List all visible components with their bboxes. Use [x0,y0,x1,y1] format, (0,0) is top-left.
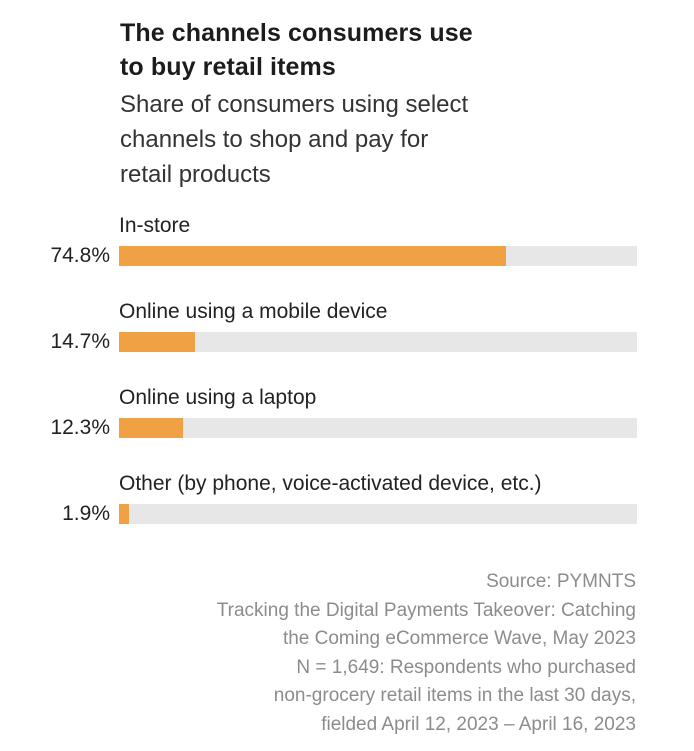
source-line: Tracking the Digital Payments Takeover: … [216,599,636,621]
bar-row: Other (by phone, voice-activated device,… [0,471,694,525]
source-line: non-grocery retail items in the last 30 … [273,685,636,707]
bar-fill [119,246,507,266]
bar-line: 14.7% [0,331,694,353]
source-line: the Coming eCommerce Wave, May 2023 [282,628,636,650]
bar-row: Online using a mobile device 14.7% [0,299,694,353]
bar-row: In-store 74.8% [0,213,694,267]
value-label: 14.7% [50,330,110,353]
bar-line: 74.8% [0,245,694,267]
chart-subtitle-line: channels to shop and pay for [120,126,429,153]
category-label: Online using a mobile device [119,300,388,323]
chart-header: The channels consumers use to buy retail… [0,0,694,192]
chart-subtitle-line: Share of consumers using select [120,91,469,118]
bar-track [119,246,637,266]
category-label: Online using a laptop [119,386,317,409]
bar-row: Online using a laptop 12.3% [0,385,694,439]
chart-subtitle: Share of consumers using select channels… [120,87,664,192]
bar-fill [119,332,196,352]
bar-track [119,504,637,524]
bar-track [119,332,637,352]
chart-subtitle-line: retail products [120,161,271,188]
chart-title-line: to buy retail items [120,53,336,81]
value-label: 74.8% [50,244,110,267]
bar-line: 1.9% [0,503,694,525]
bar-chart: In-store 74.8% Online using a mobile dev… [0,213,694,525]
value-label: 1.9% [62,502,110,525]
value-label: 12.3% [50,416,110,439]
chart-title-line: The channels consumers use [120,19,473,47]
bar-track [119,418,637,438]
bar-fill [119,504,129,524]
bar-line: 12.3% [0,417,694,439]
category-label: In-store [119,214,191,237]
source-line: Source: PYMNTS [486,571,636,592]
source-line: fielded April 12, 2023 – April 16, 2023 [321,713,636,735]
bar-fill [119,418,183,438]
chart-title: The channels consumers use to buy retail… [120,16,664,84]
source-note: Source: PYMNTS Tracking the Digital Paym… [0,568,694,740]
source-line: N = 1,649: Respondents who purchased [296,656,636,678]
category-label: Other (by phone, voice-activated device,… [119,472,542,495]
